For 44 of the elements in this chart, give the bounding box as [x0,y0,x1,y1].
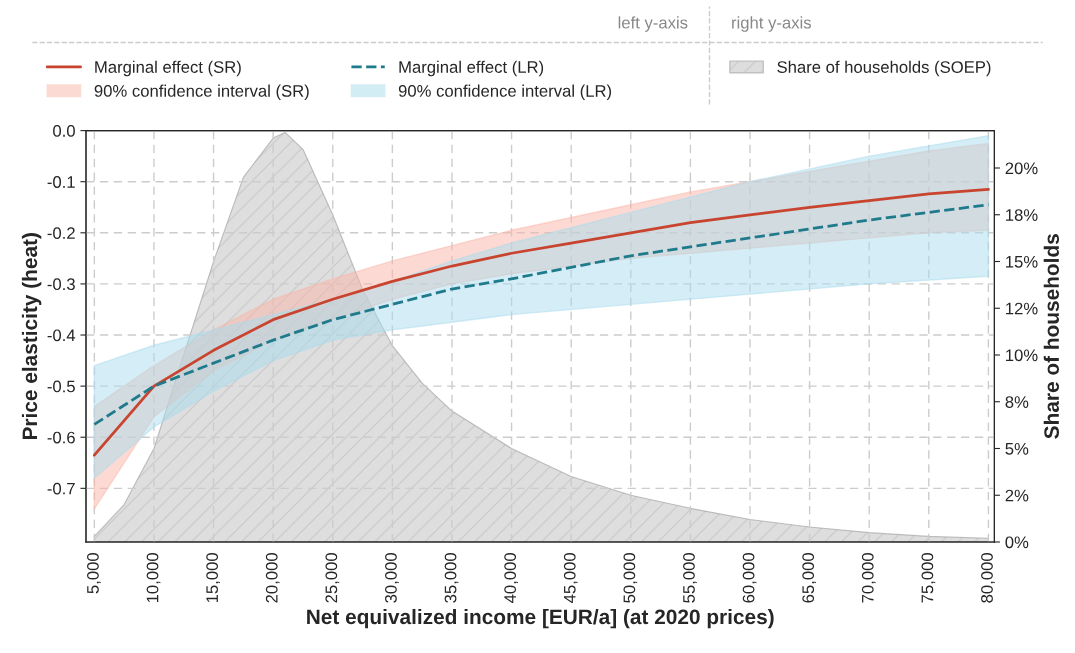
text: 90% confidence interval (SR) [94,84,309,101]
y2-tick-label: 10% [1006,349,1038,362]
x-tick-label: 25,000 [325,553,340,603]
x-tick-label: 50,000 [623,553,638,603]
y-tick-label: -0.3 [47,278,75,291]
legend-label: Marginal effect (LR) [399,60,544,77]
y2-tick-label: 5% [1005,442,1029,455]
x-tick-label: 60,000 [742,553,757,603]
y-tick-label: -0.6 [47,431,75,444]
x-tick-label: 70,000 [861,553,876,603]
text: right y-axis [732,16,811,32]
x-tick-label: 5,000 [87,553,101,594]
y-axis-title: Price elasticity (heat) [21,233,42,440]
text: 90% confidence interval (LR) [398,84,612,101]
x-tick-label: 30,000 [385,553,399,603]
y2-tick-label: 20% [1005,162,1038,175]
y-tick-label: -0.7 [47,482,75,495]
y2-tick-label: 0% [1005,536,1029,549]
y-tick-label: -0.5 [47,380,75,393]
y2-tick-label: 15% [1006,255,1038,268]
x-tick-label: 55,000 [683,553,697,603]
y2-tick-label: 8% [1005,396,1029,408]
y2-tick-label: 18% [1006,209,1038,221]
x-tick-label: 80,000 [981,553,995,603]
y-tick-label: 0.0 [53,125,75,137]
legend-label: Marginal effect (SR) [95,60,241,77]
x-tick-label: 15,000 [206,553,220,603]
y2-tick-label: 12% [1006,302,1038,315]
x-tick-label: 75,000 [921,553,936,603]
x-axis-title: Net equivalized income [EUR/a] (at 2020 prices) [307,608,774,629]
x-tick-label: 40,000 [504,553,519,603]
y-tick-label: -0.1 [47,176,75,188]
line-series [92,187,990,457]
x-tick-label: 20,000 [265,553,280,603]
text: left y-axis [618,16,688,32]
x-tick-label: 45,000 [563,553,578,603]
x-tick-label: 10,000 [146,553,161,603]
x-tick-label: 35,000 [444,553,459,603]
y2-tick-label: 2% [1005,489,1029,502]
y2-axis-title: Share of households [1043,234,1060,439]
legend-label: Share of households (SOEP) [777,60,991,77]
y-tick-label: -0.4 [47,329,76,342]
y-tick-label: -0.2 [47,227,75,240]
x-tick-label: 65,000 [802,553,817,603]
